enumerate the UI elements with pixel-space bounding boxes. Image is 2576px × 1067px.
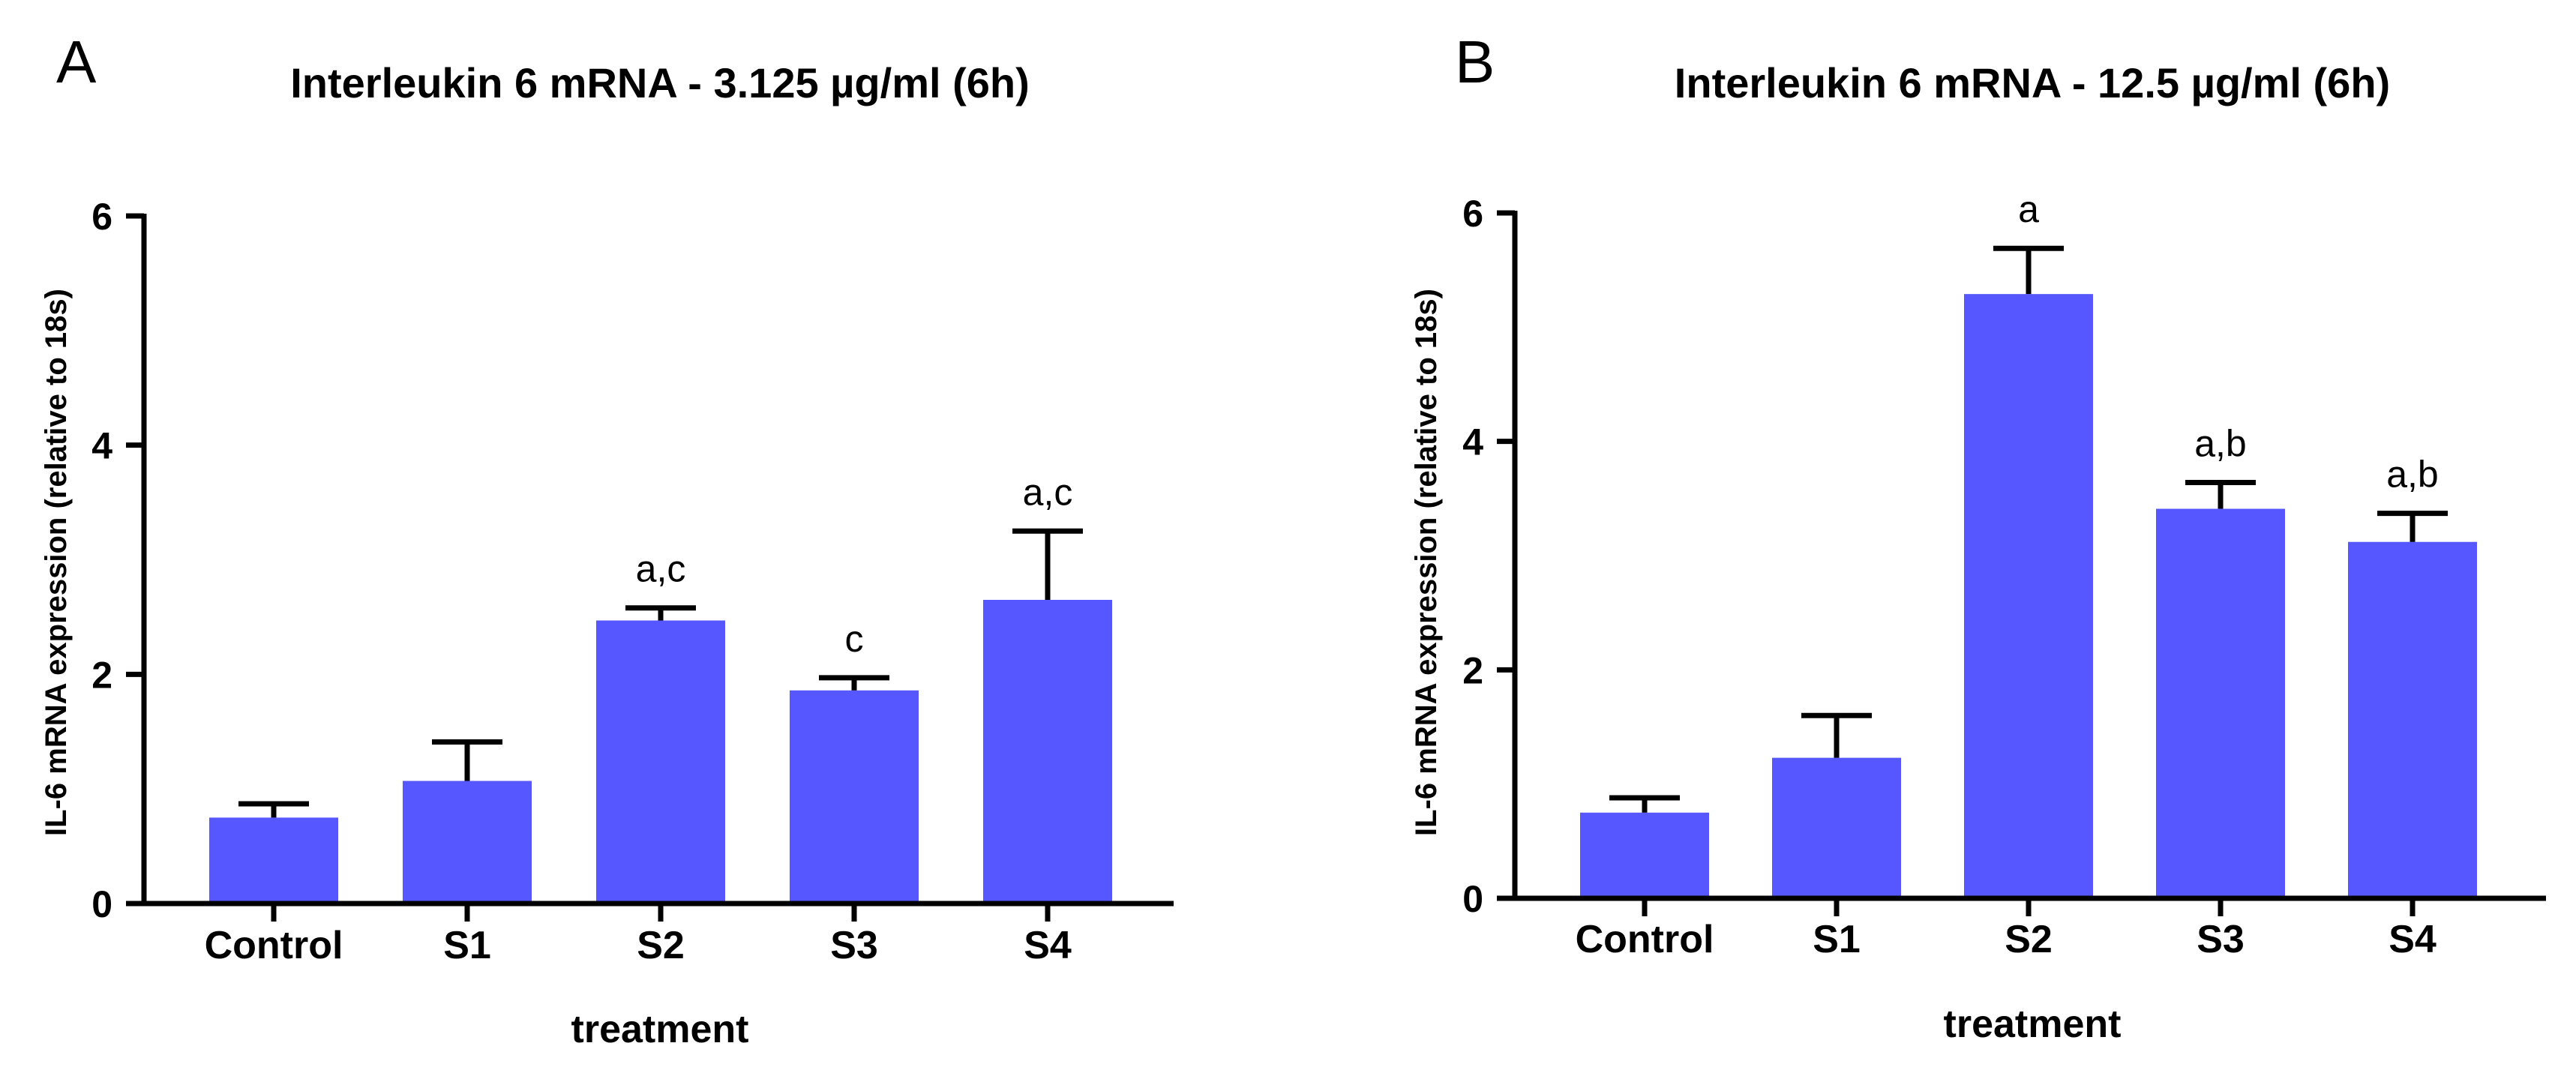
bar-control [1580, 812, 1709, 898]
bar-s1 [1772, 757, 1901, 898]
y-axis-label: IL-6 mRNA expression (relative to 18s) [1410, 289, 1443, 836]
x-tick-label: S3 [830, 924, 878, 967]
x-tick-label: S2 [637, 924, 685, 967]
bar-s4 [2348, 541, 2477, 898]
bar-control [209, 817, 338, 904]
bar-s2 [596, 620, 725, 904]
bar-s3 [790, 690, 919, 904]
x-tick-label: S1 [443, 924, 491, 967]
significance-label: a,c [636, 548, 686, 590]
chart-marks: Control S1 a,c S2 c S3 a,c S4 0 2 4 6 [91, 196, 1174, 967]
y-tick-label: 6 [91, 196, 112, 238]
significance-label: a [2018, 188, 2039, 230]
y-tick-label: 4 [1462, 421, 1483, 463]
bar-s1 [403, 781, 532, 904]
significance-label: a,b [2386, 454, 2439, 496]
x-axis-label: treatment [571, 1008, 749, 1051]
bar-s4 [983, 599, 1112, 904]
x-tick-label: S4 [2389, 918, 2437, 961]
significance-label: a,b [2194, 423, 2247, 465]
x-tick-label: S4 [1024, 924, 1072, 967]
y-tick-label: 0 [91, 883, 112, 925]
y-tick-label: 2 [1462, 649, 1483, 691]
bar-s3 [2156, 508, 2285, 898]
y-tick-label: 0 [1462, 878, 1483, 920]
panel-label: B [1455, 28, 1495, 95]
x-tick-label: S3 [2197, 918, 2245, 961]
chart-title: Interleukin 6 mRNA - 3.125 µg/ml (6h) [290, 59, 1030, 106]
bar-s2 [1964, 294, 2093, 898]
y-tick-label: 2 [91, 654, 112, 696]
y-tick-label: 6 [1462, 193, 1483, 235]
chart-panel-b: B Interleukin 6 mRNA - 12.5 µg/ml (6h) I… [1410, 28, 2546, 1046]
chart-marks: Control S1 a S2 a,b S3 a,b S4 0 2 4 6 [1462, 188, 2546, 961]
x-axis-label: treatment [1944, 1003, 2122, 1046]
x-tick-label: Control [205, 924, 343, 967]
chart-title: Interleukin 6 mRNA - 12.5 µg/ml (6h) [1675, 59, 2390, 106]
x-tick-label: Control [1576, 918, 1714, 961]
x-tick-label: S1 [1813, 918, 1861, 961]
significance-label: c [845, 618, 864, 660]
chart-panel-a: A Interleukin 6 mRNA - 3.125 µg/ml (6h) … [40, 28, 1174, 1051]
significance-label: a,c [1023, 471, 1073, 513]
y-axis-label: IL-6 mRNA expression (relative to 18s) [40, 289, 73, 836]
panel-label: A [56, 28, 97, 95]
x-tick-label: S2 [2005, 918, 2053, 961]
y-tick-label: 4 [91, 425, 112, 467]
